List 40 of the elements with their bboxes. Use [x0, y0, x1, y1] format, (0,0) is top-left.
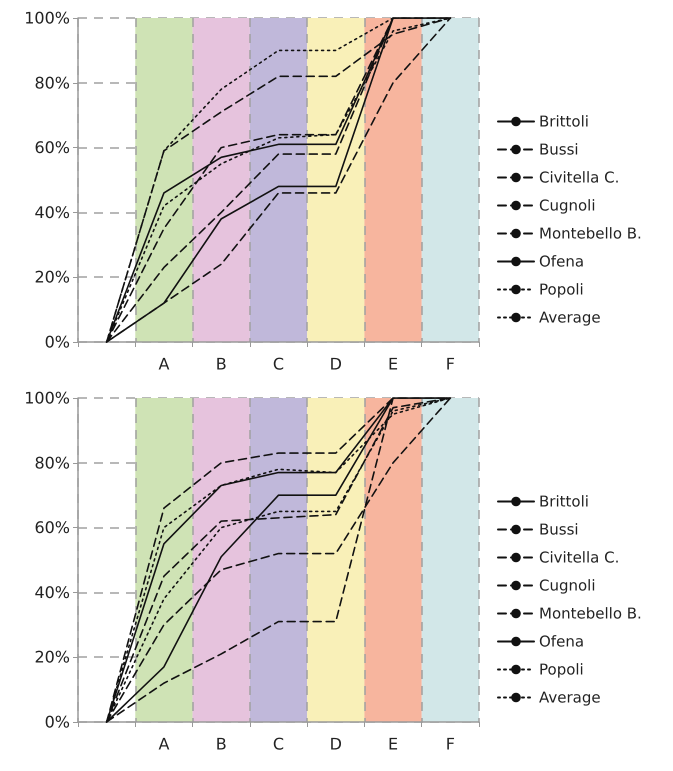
legend-label: Civitella C. [539, 548, 620, 566]
x-tick-label: E [388, 734, 398, 754]
x-tick-label: C [272, 354, 284, 374]
x-tick-label: E [388, 354, 398, 374]
legend-label: Average [539, 688, 601, 706]
legend-label: Montebello B. [539, 604, 642, 622]
x-tick-label: F [446, 734, 455, 754]
x-tick-label: B [216, 734, 227, 754]
x-tick-label: A [158, 354, 170, 374]
x-tick-label: B [216, 354, 227, 374]
x-tick-label: F [446, 354, 455, 374]
x-tick-label: A [158, 734, 170, 754]
y-tick-label: 20% [34, 268, 70, 287]
legend-label: Bussi [539, 140, 579, 158]
legend-label: Ofena [539, 632, 584, 650]
x-tick-label: D [330, 354, 342, 374]
y-tick-label: 0% [44, 712, 70, 732]
y-tick-label: 0% [44, 332, 70, 352]
legend-label: Bussi [539, 520, 579, 538]
legend-label: Brittoli [539, 492, 589, 510]
y-tick-label: 40% [34, 202, 70, 222]
y-tick-label: 40% [34, 582, 70, 602]
legend-label: Brittoli [539, 112, 589, 130]
legend-label: Montebello B. [539, 224, 642, 242]
legend-label: Ofena [539, 252, 584, 270]
legend-label: Popoli [539, 660, 584, 678]
legend-label: Average [539, 308, 601, 326]
y-tick-label: 80% [34, 453, 70, 472]
legend-label: Cugnoli [539, 196, 596, 214]
y-tick-label: 60% [34, 518, 70, 538]
legend-label: Civitella C. [539, 168, 620, 186]
y-tick-label: 20% [34, 648, 70, 667]
y-tick-label: 60% [34, 138, 70, 158]
x-tick-label: D [330, 734, 342, 754]
legend-label: Popoli [539, 280, 584, 298]
y-tick-label: 100% [24, 388, 70, 408]
x-tick-label: C [272, 734, 284, 754]
y-tick-label: 80% [34, 73, 70, 92]
legend-label: Cugnoli [539, 576, 596, 594]
y-tick-label: 100% [24, 8, 70, 28]
